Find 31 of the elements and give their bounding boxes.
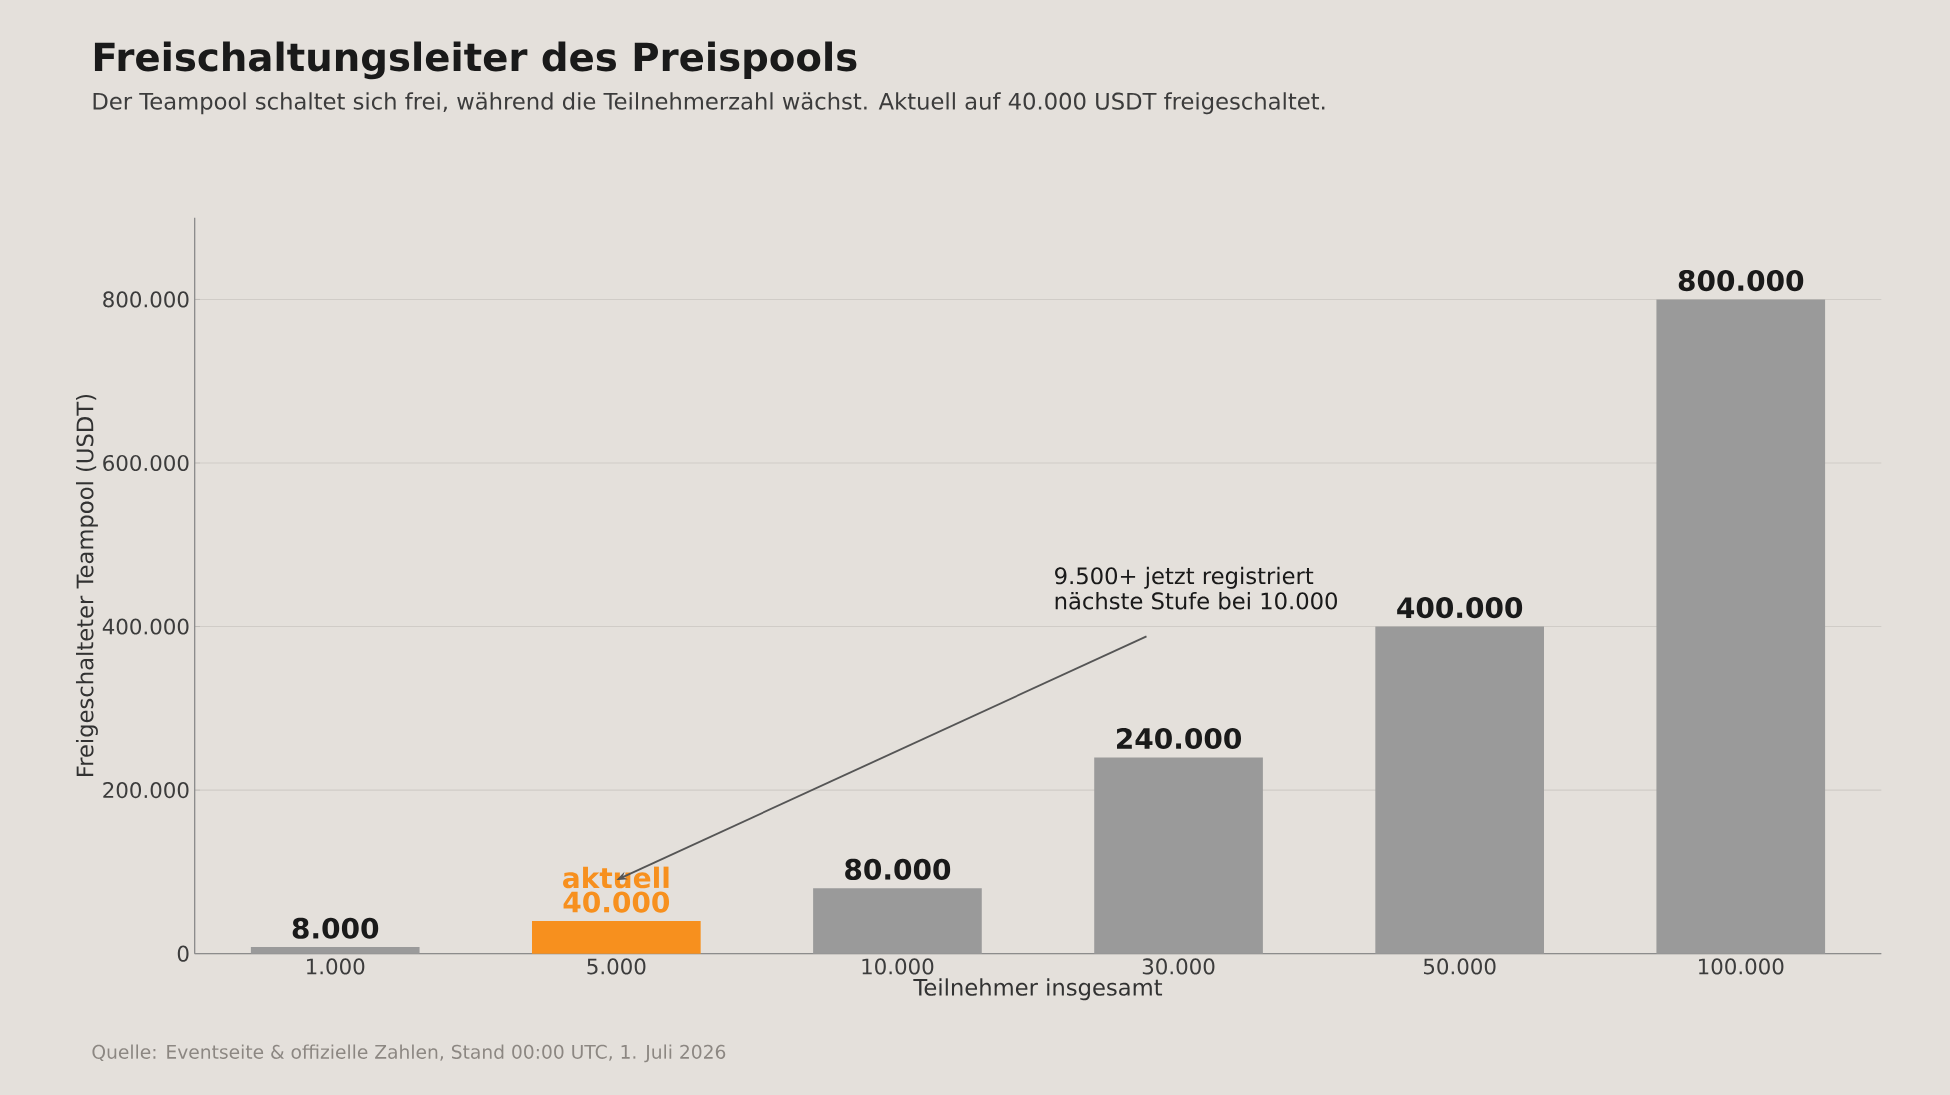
bar: [532, 920, 701, 954]
data-label: 80.000: [845, 858, 951, 880]
bar: [1094, 757, 1263, 954]
x-tick-label: 50.000: [1423, 958, 1496, 975]
x-tick-label: 5.000: [587, 958, 646, 975]
x-tick-label: 30.000: [1142, 958, 1215, 975]
source-note: Quelle: Eventseite & offizielle Zahlen, Stand 00:00 UTC, 1. Juli 2026: [92, 1044, 726, 1063]
bar: [250, 947, 420, 954]
annotation: aktuell: [563, 866, 669, 889]
chart-subtitle: Der Teampool schaltet sich frei, während die Teilnehmerzahl wächst. Aktuell auf 40.000 USDT freigeschaltet.: [93, 92, 1325, 115]
chart-title: Freischaltungsleiter des Preispools: [94, 41, 857, 80]
data-label: 800.000: [1678, 269, 1804, 292]
y-tick-label: 400.000: [102, 618, 189, 635]
annotation: 9.500+ jetzt registriert: [1055, 566, 1314, 589]
data-label: 240.000: [1117, 727, 1242, 750]
y-tick-label: 0: [177, 945, 189, 962]
x-tick-label: 10.000: [862, 958, 934, 975]
y-tick-label: 200.000: [103, 782, 189, 799]
y-tick-label: 600.000: [103, 454, 189, 472]
x-tick-label: 1.000: [307, 958, 365, 975]
bar: [1656, 299, 1826, 954]
bar: [1375, 626, 1544, 954]
data-label: 8.000: [292, 917, 379, 939]
data-label: 40.000: [563, 891, 670, 913]
annotation: nächste Stufe bei 10.000: [1055, 591, 1337, 610]
data-label: 400.000: [1397, 597, 1523, 619]
bar: [813, 888, 982, 954]
x-tick-label: 100.000: [1699, 958, 1784, 975]
y-tick-label: 800.000: [103, 291, 189, 308]
x-axis-title: Teilnehmer insgesamt: [913, 978, 1163, 1001]
y-axis-title: Freigeschalteter Teampool (USDT): [75, 394, 98, 777]
